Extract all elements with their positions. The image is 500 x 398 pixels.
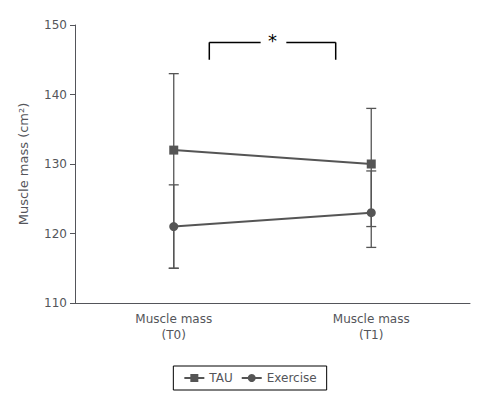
svg-text:150: 150 bbox=[44, 18, 67, 32]
svg-text:*: * bbox=[268, 30, 277, 51]
svg-text:120: 120 bbox=[44, 227, 67, 241]
svg-text:110: 110 bbox=[44, 296, 67, 310]
svg-text:Exercise: Exercise bbox=[267, 371, 317, 385]
svg-text:(T0): (T0) bbox=[162, 328, 186, 342]
svg-text:(T1): (T1) bbox=[359, 328, 383, 342]
svg-text:140: 140 bbox=[44, 88, 67, 102]
svg-text:130: 130 bbox=[44, 157, 67, 171]
svg-text:TAU: TAU bbox=[208, 371, 232, 385]
svg-text:Muscle mass: Muscle mass bbox=[333, 312, 410, 326]
svg-text:Muscle mass: Muscle mass bbox=[135, 312, 212, 326]
svg-text:Muscle mass (cm²): Muscle mass (cm²) bbox=[16, 103, 31, 226]
